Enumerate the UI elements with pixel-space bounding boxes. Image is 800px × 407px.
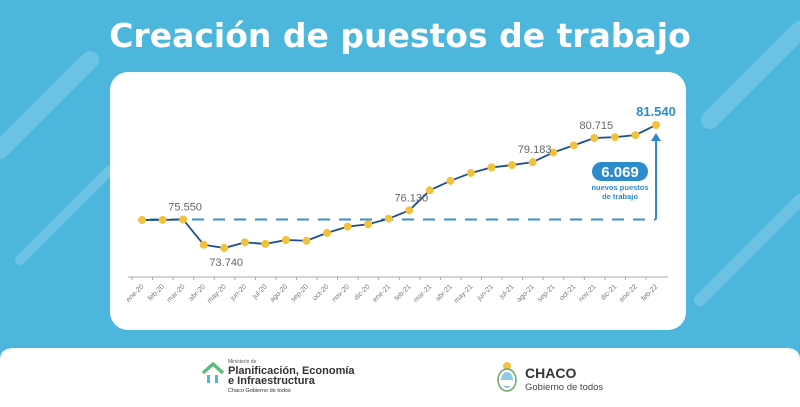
data-point [466, 168, 475, 177]
annotation-line1: nuevos puestos [591, 183, 648, 192]
annotation-badge [592, 162, 648, 181]
data-point [487, 163, 496, 172]
data-point [384, 214, 393, 223]
data-point [610, 133, 619, 142]
chaco-shield-icon [497, 362, 517, 392]
data-point [446, 176, 455, 185]
chaco-logo: CHACO Gobierno de todos [497, 362, 603, 393]
data-label: 73.740 [209, 257, 243, 269]
data-point [528, 158, 537, 167]
data-point [220, 244, 229, 253]
data-point [179, 215, 188, 224]
chart-card [110, 72, 686, 330]
data-point [425, 186, 434, 195]
data-point [138, 215, 146, 224]
data-point [405, 206, 414, 215]
background-stripes [0, 21, 800, 306]
data-point [549, 148, 558, 157]
ministry-line2: e Infraestructura [228, 375, 316, 387]
data-point [240, 238, 249, 247]
footer-band [0, 348, 800, 407]
data-point [302, 236, 311, 245]
ministry-line1: Planificación, Economía [228, 365, 355, 377]
data-point [590, 134, 599, 143]
data-point [364, 220, 373, 229]
data-label: 80.715 [579, 120, 613, 132]
page-title: Creación de puestos de trabajo [109, 16, 691, 55]
data-point [199, 240, 208, 249]
house-icon [201, 362, 225, 383]
data-label: 79.183 [518, 144, 552, 156]
data-point [261, 239, 270, 248]
data-label: 81.540 [636, 104, 676, 119]
data-point [323, 228, 332, 237]
data-label: 75.550 [168, 201, 202, 213]
data-point [343, 222, 352, 231]
ministry-small: Ministerio de [228, 359, 257, 365]
data-point [281, 235, 290, 244]
chaco-title: CHACO [525, 365, 576, 381]
annotation-line2: de trabajo [602, 192, 638, 201]
data-point [158, 215, 167, 224]
data-point [631, 131, 640, 140]
data-label: 76.130 [394, 192, 428, 204]
arrow-head-icon [651, 133, 661, 141]
data-point [652, 121, 660, 129]
ministry-logo: Ministerio de Planificación, Economía e … [201, 359, 355, 394]
data-point [508, 161, 517, 170]
chaco-sub: Gobierno de todos [525, 382, 603, 393]
data-point [569, 141, 578, 150]
annotation-value: 6.069 [601, 164, 639, 181]
ministry-sub: Chaco Gobierno de todos [228, 388, 291, 394]
chart-area: ene-20 feb-20 mar-20 abr-20 may-20 jun-20 jul-… [125, 104, 676, 305]
